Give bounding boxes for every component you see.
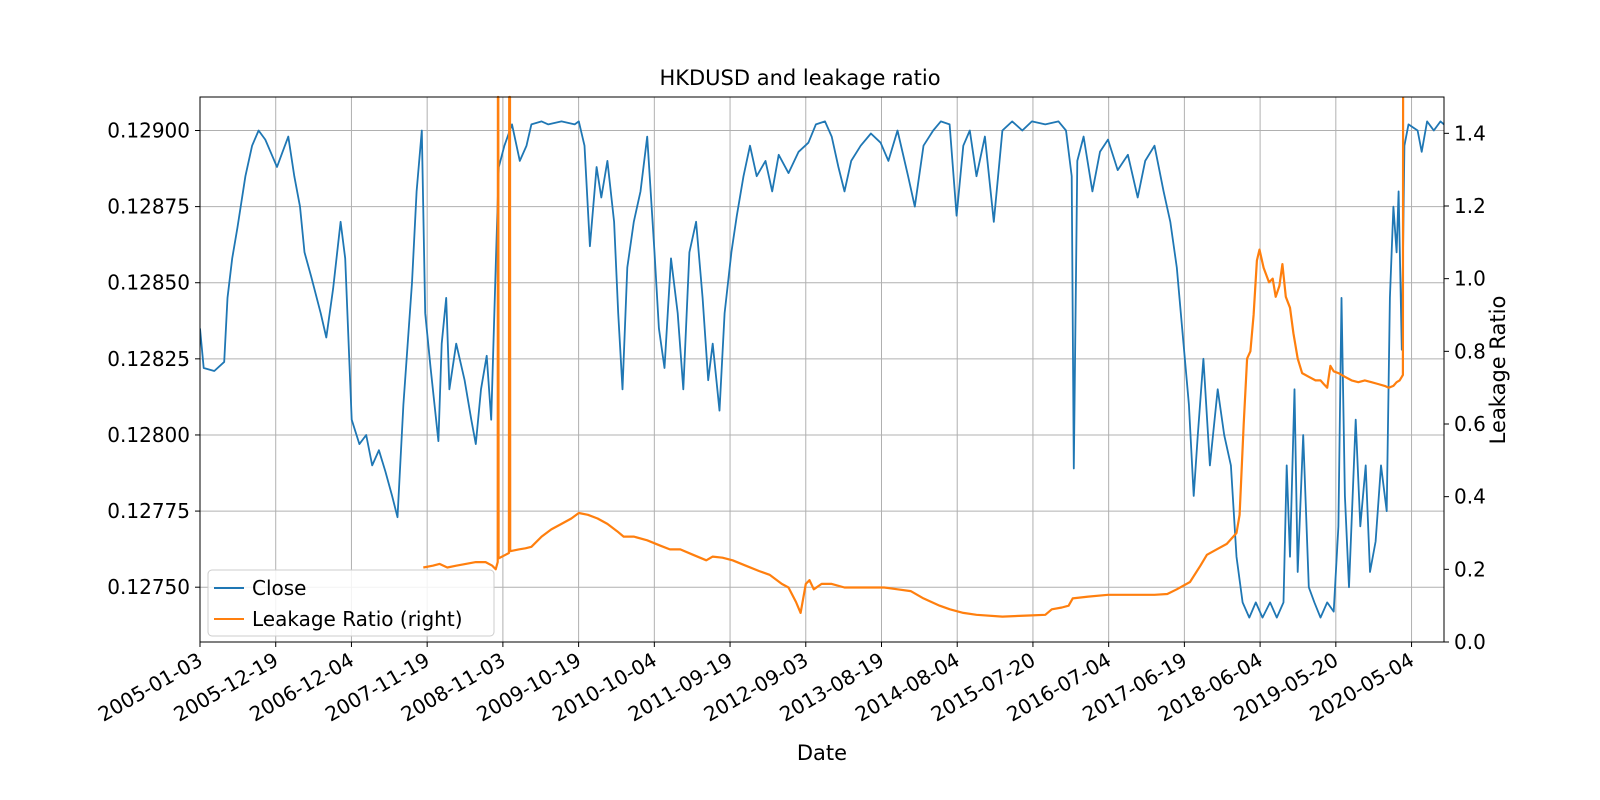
plot-area <box>200 95 1444 619</box>
y-axis-right: 0.0 0.2 0.4 0.6 0.8 1.0 1.2 1.4 <box>1444 121 1486 654</box>
legend-label-leakage-ratio: Leakage Ratio (right) <box>252 607 463 631</box>
y-right-tick-label: 0.2 <box>1454 557 1486 581</box>
y-right-tick-label: 1.2 <box>1454 194 1486 218</box>
y-left-tick-label: 0.12800 <box>107 423 190 447</box>
legend-label-close: Close <box>252 576 306 600</box>
legend-box <box>207 569 495 637</box>
y-right-tick-label: 0.8 <box>1454 339 1486 363</box>
y-left-tick-label: 0.12850 <box>107 271 190 295</box>
y-right-tick-label: 1.0 <box>1454 267 1486 291</box>
y-right-tick-label: 0.4 <box>1454 485 1486 509</box>
legend: Close Leakage Ratio (right) <box>207 569 495 637</box>
y-left-tick-label: 0.12900 <box>107 118 190 142</box>
grid-lines <box>199 97 1444 642</box>
plot-frame <box>199 96 1445 643</box>
y-axis-left: 0.12750 0.12775 0.12800 0.12825 0.12850 0.128… <box>107 118 200 599</box>
y-right-tick-label: 0.6 <box>1454 412 1486 436</box>
chart-title: HKDUSD and leakage ratio <box>659 66 940 90</box>
y-left-tick-label: 0.12775 <box>107 499 190 523</box>
y-axis-right-label: Leakage Ratio <box>1486 296 1510 445</box>
y-right-tick-label: 1.4 <box>1454 121 1486 145</box>
y-left-tick-label: 0.12875 <box>107 195 190 219</box>
y-left-tick-label: 0.12750 <box>107 575 190 599</box>
series-line-close <box>200 120 1444 619</box>
y-right-tick-label: 0.0 <box>1454 630 1486 654</box>
x-axis-label: Date <box>797 741 847 765</box>
series-line-leakage-ratio <box>423 95 1405 618</box>
y-left-tick-label: 0.12825 <box>107 347 190 371</box>
